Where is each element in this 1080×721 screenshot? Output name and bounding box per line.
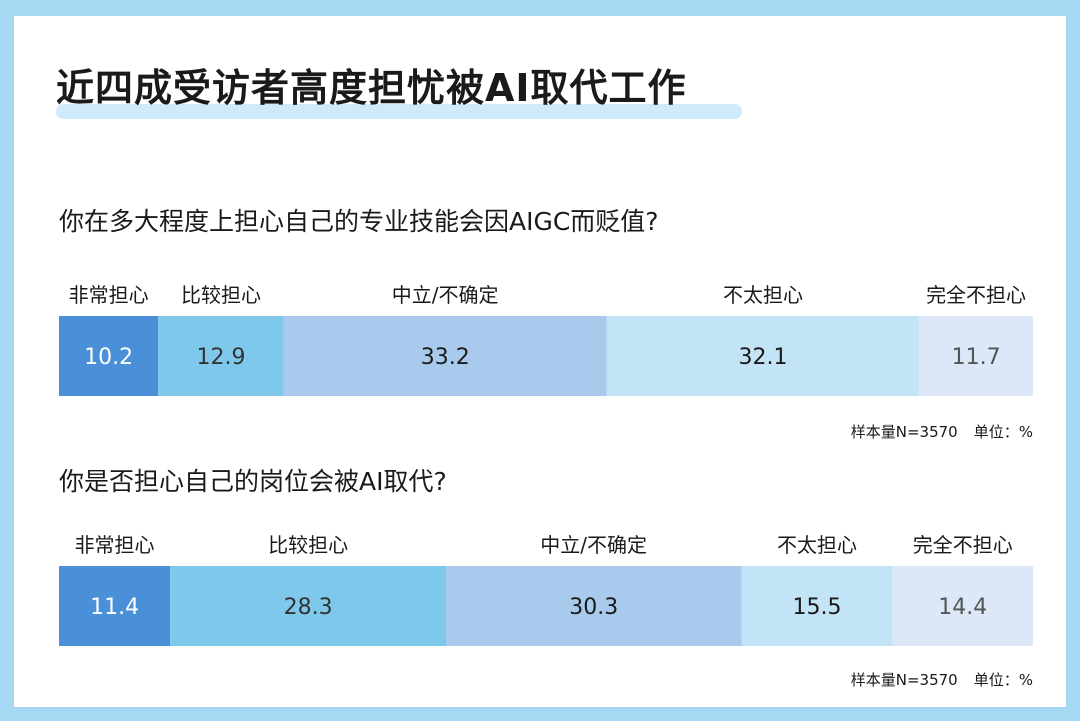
category-labels: 非常担心 比较担心 中立/不确定 不太担心 完全不担心 <box>59 280 1033 310</box>
category-label: 中立/不确定 <box>540 533 648 557</box>
page-title: 近四成受访者高度担忧被AI取代工作 <box>56 66 687 110</box>
stacked-bar: 11.4 28.3 30.3 15.5 14.4 <box>59 566 1033 646</box>
sample-size-note: 样本量N=3570 <box>850 423 958 441</box>
stacked-bar: 10.2 12.9 33.2 32.1 11.7 <box>59 316 1033 396</box>
category-label: 完全不担心 <box>912 533 1013 557</box>
bar-segment <box>892 566 1033 646</box>
chart-question: 你是否担心自己的岗位会被AI取代? <box>59 467 447 496</box>
bar-value-label: 12.9 <box>197 345 246 370</box>
unit-note: 单位：% <box>973 671 1033 689</box>
bar-value-label: 28.3 <box>284 595 333 620</box>
bar-value-label: 15.5 <box>793 595 842 620</box>
chart-note: 样本量N=3570 单位：% <box>851 422 1033 442</box>
category-labels: 非常担心 比较担心 中立/不确定 不太担心 完全不担心 <box>59 530 1033 560</box>
category-label: 比较担心 <box>268 533 349 557</box>
bar-segment <box>158 316 284 396</box>
bar-value-label: 33.2 <box>421 345 470 370</box>
chart-note: 样本量N=3570 单位：% <box>851 670 1033 690</box>
category-label: 非常担心 <box>68 283 149 307</box>
bar-value-label: 30.3 <box>569 595 618 620</box>
bar-value-label: 11.7 <box>952 345 1001 370</box>
bar-segment <box>919 316 1033 396</box>
bar-value-label: 10.2 <box>84 345 133 370</box>
category-label: 比较担心 <box>181 283 261 307</box>
bar-segment <box>283 316 607 396</box>
category-label: 中立/不确定 <box>391 283 499 307</box>
bar-segment <box>59 316 159 396</box>
bar-segment <box>606 316 920 396</box>
category-label: 不太担心 <box>722 283 803 307</box>
chart-question: 你在多大程度上担心自己的专业技能会因AIGC而贬值? <box>59 207 659 236</box>
category-label: 完全不担心 <box>926 283 1027 307</box>
chart-card: 近四成受访者高度担忧被AI取代工作 你在多大程度上担心自己的专业技能会因AIGC… <box>14 16 1066 707</box>
title-block: 近四成受访者高度担忧被AI取代工作 <box>56 62 742 119</box>
bar-segment <box>446 566 742 646</box>
bar-value-label: 14.4 <box>938 595 987 620</box>
bar-segment <box>170 566 447 646</box>
bar-segment <box>59 566 171 646</box>
sample-size-note: 样本量N=3570 <box>850 671 958 689</box>
title-highlight <box>56 104 742 119</box>
unit-note: 单位：% <box>973 423 1033 441</box>
category-label: 非常担心 <box>74 533 155 557</box>
bar-segment <box>741 566 893 646</box>
category-label: 不太担心 <box>777 533 858 557</box>
bar-value-label: 11.4 <box>90 595 139 620</box>
bar-value-label: 32.1 <box>738 345 787 370</box>
